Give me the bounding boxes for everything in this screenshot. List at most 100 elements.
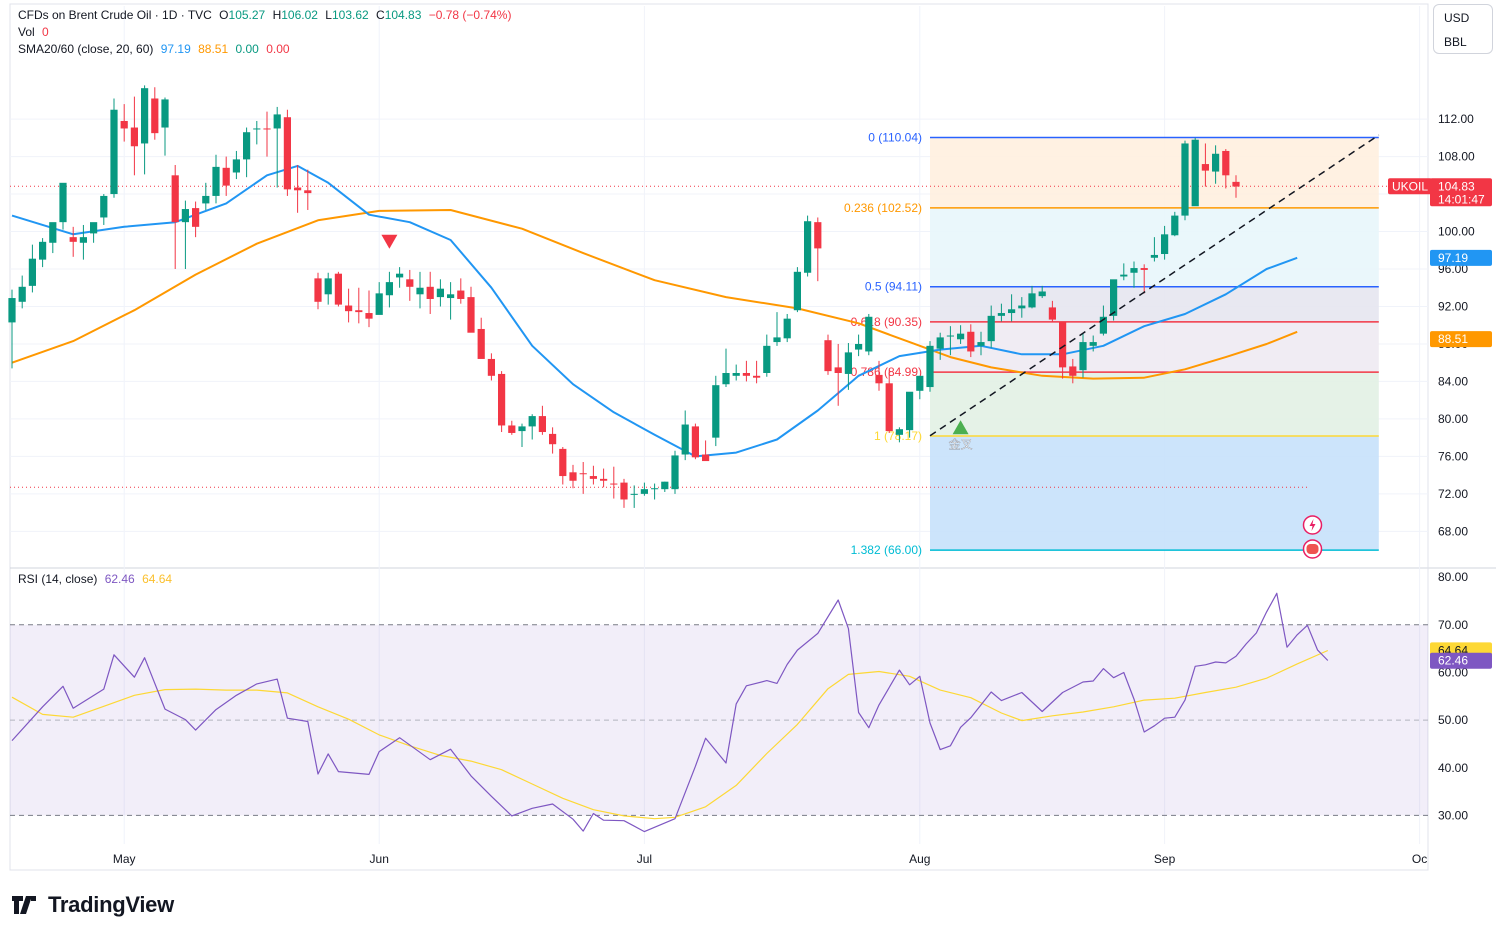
- candle-body[interactable]: [396, 273, 404, 278]
- candle-body[interactable]: [161, 99, 169, 128]
- candle-body[interactable]: [222, 167, 230, 186]
- candle-body[interactable]: [559, 448, 567, 477]
- candle-body[interactable]: [120, 120, 128, 129]
- sell-signal-marker[interactable]: [381, 234, 398, 249]
- unit-selector[interactable]: USD BBL: [1433, 4, 1493, 54]
- candle-body[interactable]: [1232, 181, 1240, 187]
- candle-body[interactable]: [100, 195, 108, 218]
- candle-body[interactable]: [263, 128, 271, 130]
- candle-body[interactable]: [579, 473, 587, 475]
- candle-body[interactable]: [355, 310, 363, 313]
- candle-body[interactable]: [957, 333, 965, 340]
- candle-body[interactable]: [844, 352, 852, 374]
- candle-body[interactable]: [804, 221, 812, 273]
- candle-body[interactable]: [1089, 342, 1097, 346]
- candle-body[interactable]: [691, 426, 699, 458]
- candle-body[interactable]: [865, 316, 873, 352]
- candle-body[interactable]: [1130, 268, 1138, 273]
- candle-body[interactable]: [1212, 153, 1220, 172]
- candle-body[interactable]: [549, 433, 557, 445]
- candle-body[interactable]: [528, 416, 536, 427]
- candle-body[interactable]: [834, 367, 842, 373]
- candle-body[interactable]: [151, 98, 159, 134]
- candle-body[interactable]: [661, 481, 669, 490]
- symbol-tag[interactable]: [1388, 178, 1432, 195]
- candle-body[interactable]: [783, 318, 791, 339]
- candle-body[interactable]: [59, 182, 67, 223]
- candle-body[interactable]: [436, 288, 444, 298]
- candle-body[interactable]: [243, 132, 251, 160]
- candle-body[interactable]: [1161, 234, 1169, 255]
- candle-body[interactable]: [498, 373, 506, 426]
- candle-body[interactable]: [875, 374, 883, 384]
- candle-body[interactable]: [1150, 254, 1158, 258]
- candle-body[interactable]: [763, 345, 771, 373]
- candle-body[interactable]: [538, 416, 546, 433]
- candle-body[interactable]: [39, 241, 47, 260]
- candle-body[interactable]: [630, 493, 638, 495]
- candle-body[interactable]: [1038, 291, 1046, 297]
- candle-body[interactable]: [202, 195, 210, 204]
- candle-body[interactable]: [365, 313, 373, 319]
- candle-body[interactable]: [130, 127, 138, 147]
- candle-body[interactable]: [987, 315, 995, 342]
- candle-body[interactable]: [600, 478, 608, 481]
- trendline[interactable]: [929, 134, 1380, 437]
- candle-body[interactable]: [28, 258, 36, 286]
- candle-body[interactable]: [773, 337, 781, 343]
- candle-body[interactable]: [487, 358, 495, 376]
- candle-body[interactable]: [110, 109, 118, 195]
- candle-body[interactable]: [814, 222, 822, 249]
- candle-body[interactable]: [273, 114, 281, 129]
- candle-body[interactable]: [212, 166, 220, 196]
- candle-body[interactable]: [1120, 274, 1128, 277]
- candle-body[interactable]: [977, 342, 985, 346]
- candle-body[interactable]: [732, 372, 740, 376]
- candle-body[interactable]: [314, 278, 322, 302]
- candle-body[interactable]: [1079, 342, 1087, 371]
- candle-body[interactable]: [192, 208, 200, 227]
- candle-body[interactable]: [824, 340, 832, 372]
- candle-body[interactable]: [181, 209, 189, 223]
- candle-body[interactable]: [253, 128, 261, 130]
- candle-body[interactable]: [722, 372, 730, 385]
- candle-body[interactable]: [1048, 307, 1056, 320]
- candle-body[interactable]: [681, 424, 689, 455]
- candle-body[interactable]: [1171, 215, 1179, 236]
- candle-body[interactable]: [620, 482, 628, 500]
- rsi-line[interactable]: [11, 592, 1329, 833]
- candle-body[interactable]: [324, 278, 332, 295]
- candle-body[interactable]: [416, 287, 424, 295]
- candle-body[interactable]: [447, 294, 455, 299]
- candle-body[interactable]: [426, 286, 434, 299]
- candle-body[interactable]: [1110, 279, 1118, 316]
- candle-body[interactable]: [1028, 293, 1036, 308]
- candle-body[interactable]: [334, 273, 342, 305]
- candle-body[interactable]: [8, 298, 16, 323]
- candle-body[interactable]: [671, 455, 679, 490]
- candle-body[interactable]: [232, 159, 240, 173]
- candle-body[interactable]: [569, 472, 577, 481]
- candle-body[interactable]: [1191, 139, 1199, 207]
- candle-body[interactable]: [477, 328, 485, 359]
- candle-body[interactable]: [79, 237, 87, 243]
- candle-body[interactable]: [457, 290, 465, 299]
- candle-body[interactable]: [753, 375, 761, 378]
- candle-body[interactable]: [294, 187, 302, 191]
- candle-body[interactable]: [855, 343, 863, 350]
- candle-body[interactable]: [345, 305, 353, 312]
- candle-body[interactable]: [651, 488, 659, 490]
- candle-body[interactable]: [906, 391, 914, 431]
- candle-body[interactable]: [967, 331, 975, 352]
- currency-label[interactable]: USD: [1444, 11, 1470, 25]
- candle-body[interactable]: [793, 271, 801, 311]
- candle-body[interactable]: [518, 426, 526, 432]
- candle-body[interactable]: [712, 385, 720, 438]
- candle-body[interactable]: [283, 117, 291, 190]
- buy-signal-marker[interactable]: [952, 420, 969, 435]
- candle-body[interactable]: [1140, 268, 1148, 270]
- candle-body[interactable]: [1008, 309, 1016, 314]
- candle-body[interactable]: [141, 88, 149, 144]
- candle-body[interactable]: [742, 372, 750, 376]
